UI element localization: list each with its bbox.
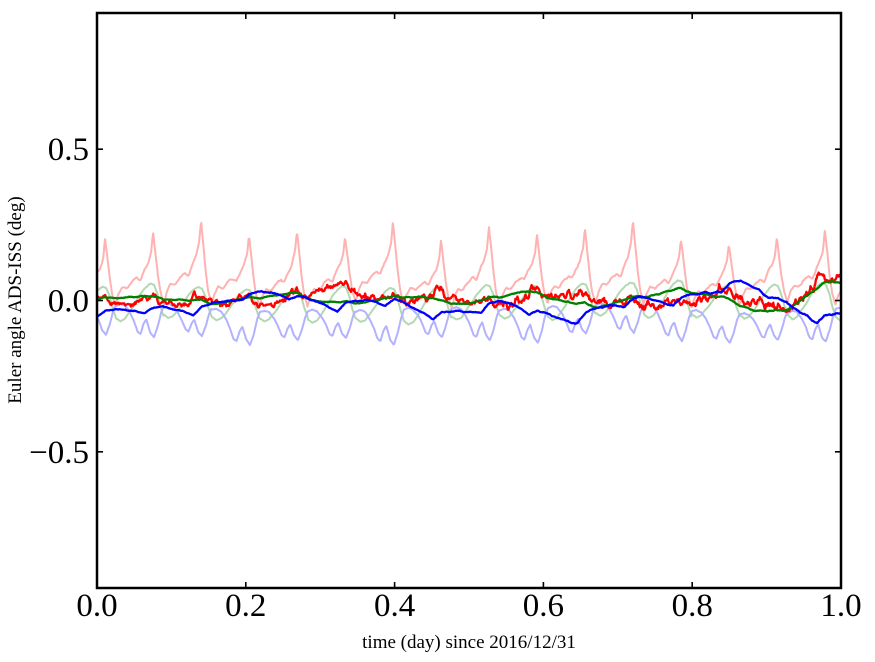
x-tick-label: 0.0 — [76, 588, 117, 624]
axes-ticks — [96, 13, 842, 588]
series-line-blue-faint — [97, 302, 841, 346]
y-axis-label: Euler angle ADS-ISS (deg) — [5, 196, 26, 403]
y-tick-label: 0.0 — [48, 284, 89, 320]
series-line-red-faint — [97, 221, 841, 310]
tick-labels: 0.0 0.2 0.4 0.6 0.8 1.0 0.5 0.0 −0.5 — [29, 132, 862, 624]
y-tick-label: 0.5 — [48, 132, 89, 168]
y-tick-label: −0.5 — [29, 435, 89, 471]
x-tick-label: 0.4 — [374, 588, 415, 624]
x-tick-label: 0.2 — [225, 588, 266, 624]
series-line-blue — [97, 279, 841, 325]
plot-series — [97, 221, 841, 346]
x-tick-label: 1.0 — [820, 588, 861, 624]
x-axis-label: time (day) since 2016/12/31 — [362, 632, 576, 653]
x-tick-label: 0.6 — [523, 588, 564, 624]
x-tick-label: 0.8 — [672, 588, 713, 624]
